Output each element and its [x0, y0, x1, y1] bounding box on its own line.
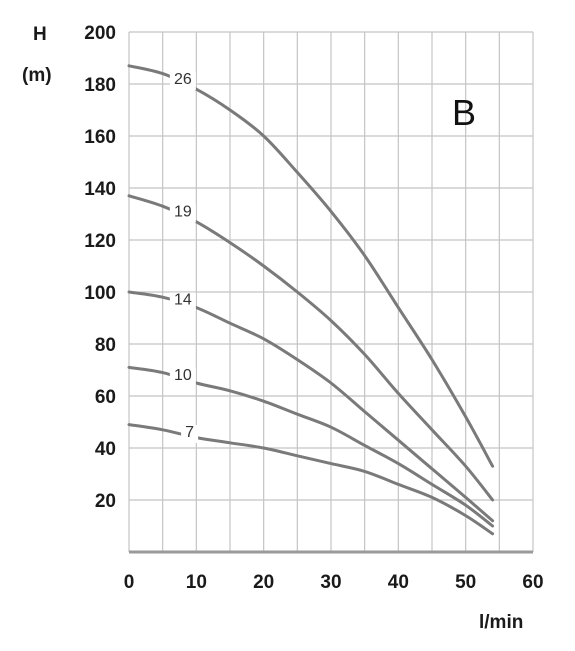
y-tick-label: 200 [84, 23, 116, 44]
x-tick-label: 60 [522, 572, 543, 593]
series-label-bg [169, 204, 196, 223]
panel-label: B [452, 92, 476, 133]
y-tick-label: 120 [84, 231, 116, 252]
x-tick-label: 20 [253, 572, 274, 593]
series-label-19: 19 [174, 204, 192, 221]
y-axis-unit: (m) [22, 65, 52, 86]
series-layer: 26 19 14 10 7 [127, 64, 495, 536]
series-label-10: 10 [174, 367, 192, 384]
x-tick-labels: 0 10 20 30 40 50 60 [124, 572, 544, 593]
x-tick-label: 40 [388, 572, 409, 593]
grid [128, 31, 534, 554]
x-axis-title: l/min [479, 612, 523, 633]
series-line-10 [127, 365, 495, 528]
series-line-19 [127, 194, 495, 502]
y-tick-label: 180 [84, 75, 116, 96]
y-tick-labels: 20 40 60 80 100 120 140 160 180 200 [84, 23, 116, 512]
x-tick-label: 50 [455, 572, 476, 593]
series-label-bg [169, 292, 196, 311]
x-tick-label: 30 [320, 572, 341, 593]
y-axis-title: H [33, 24, 47, 45]
y-tick-label: 20 [95, 491, 116, 512]
x-tick-label: 0 [124, 572, 135, 593]
y-tick-label: 60 [95, 387, 116, 408]
series-line-26 [127, 64, 495, 468]
series-label-bg [181, 425, 199, 444]
y-tick-label: 100 [84, 283, 116, 304]
y-tick-label: 80 [95, 335, 116, 356]
series-label-7: 7 [185, 424, 194, 441]
series-label-bg [169, 71, 196, 90]
y-tick-label: 140 [84, 179, 116, 200]
series-label-26: 26 [174, 71, 192, 88]
series-label-14: 14 [174, 291, 192, 308]
series-label-bg [169, 367, 196, 386]
y-tick-label: 160 [84, 127, 116, 148]
y-tick-label: 40 [95, 439, 116, 460]
x-tick-label: 10 [186, 572, 207, 593]
